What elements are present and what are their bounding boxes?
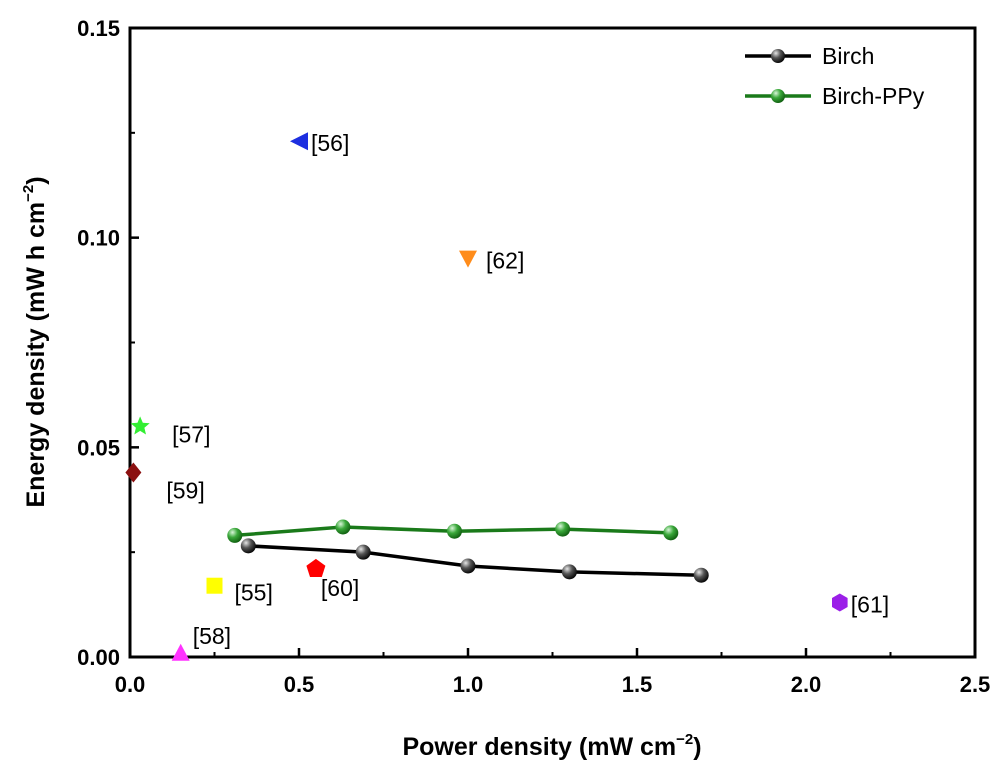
- series-point-birch-ppy: [335, 519, 351, 535]
- x-tick-label: 1.0: [453, 672, 484, 697]
- ref-label-61: [61]: [851, 591, 889, 617]
- ref-label-57: [57]: [172, 421, 210, 447]
- legend: Birch Birch-PPy: [745, 43, 925, 109]
- y-tick-label: 0.00: [77, 645, 120, 670]
- ref-marker-61: [832, 593, 848, 612]
- ref-marker-57: [130, 416, 150, 435]
- series-point-birch: [561, 564, 577, 580]
- ref-label-59: [59]: [166, 477, 204, 503]
- series-point-birch: [240, 538, 256, 554]
- series-point-birch-ppy: [227, 527, 243, 543]
- y-axis-ticks: 0.00 0.05 0.10 0.15: [77, 16, 139, 670]
- x-tick-label: 2.5: [960, 672, 991, 697]
- plot-area-frame: [128, 26, 977, 659]
- reference-points-layer: [56] [62] [57] [59] [55] [60] [58] [61]: [125, 130, 889, 661]
- x-tick-label: 2.0: [791, 672, 822, 697]
- series-point-birch-ppy: [663, 525, 679, 541]
- series-point-birch: [693, 567, 709, 583]
- legend-label-birch-ppy: Birch-PPy: [822, 83, 925, 109]
- series-point-birch-ppy: [555, 521, 571, 537]
- x-axis-ticks: 0.0 0.5 1.0 1.5 2.0 2.5: [115, 648, 991, 697]
- ref-label-58: [58]: [193, 623, 231, 649]
- legend-marker-birch-ppy: [771, 89, 785, 103]
- ref-marker-56: [290, 132, 308, 151]
- y-tick-label: 0.15: [77, 16, 120, 41]
- ref-marker-59: [125, 462, 142, 483]
- x-tick-label: 0.0: [115, 672, 146, 697]
- legend-marker-birch: [771, 49, 785, 63]
- y-axis-title: Energy density (mW h cm−2): [20, 176, 50, 507]
- ref-marker-58: [171, 643, 190, 661]
- ref-label-60: [60]: [321, 575, 359, 601]
- x-tick-label: 0.5: [284, 672, 315, 697]
- series-point-birch: [460, 558, 476, 574]
- series-point-birch-ppy: [446, 523, 462, 539]
- ref-marker-60: [306, 558, 326, 577]
- series-point-birch: [355, 544, 371, 560]
- x-tick-label: 1.5: [622, 672, 653, 697]
- ref-marker-55: [206, 577, 223, 594]
- ref-label-62: [62]: [486, 248, 524, 274]
- y-tick-label: 0.10: [77, 226, 120, 251]
- ref-label-56: [56]: [311, 130, 349, 156]
- ref-marker-62: [459, 250, 477, 268]
- x-axis-title: Power density (mW cm−2): [402, 731, 701, 761]
- series-layer: [227, 519, 709, 583]
- legend-label-birch: Birch: [822, 43, 874, 69]
- ref-label-55: [55]: [235, 580, 273, 606]
- y-tick-label: 0.05: [77, 435, 120, 460]
